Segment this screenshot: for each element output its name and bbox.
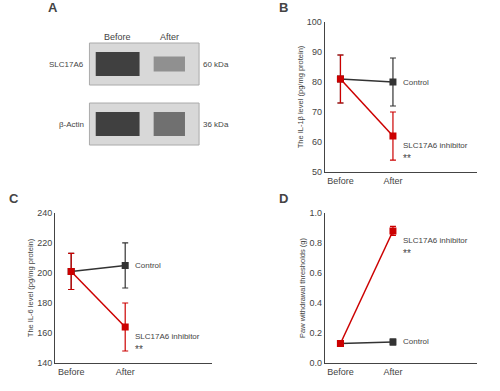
svg-text:0.6: 0.6 <box>309 268 322 278</box>
svg-text:Before: Before <box>327 367 354 377</box>
svg-text:After: After <box>383 367 402 377</box>
svg-text:140: 140 <box>37 358 52 368</box>
svg-text:36 kDa: 36 kDa <box>203 120 229 129</box>
svg-text:After: After <box>116 367 135 377</box>
svg-text:C: C <box>9 191 19 206</box>
svg-text:0.8: 0.8 <box>309 238 322 248</box>
svg-text:70: 70 <box>312 107 322 117</box>
svg-text:0.2: 0.2 <box>309 328 322 338</box>
svg-text:Before: Before <box>104 32 131 42</box>
svg-text:60 kDa: 60 kDa <box>203 60 229 69</box>
svg-text:SLC17A6: SLC17A6 <box>49 60 84 69</box>
svg-text:220: 220 <box>37 238 52 248</box>
svg-text:**: ** <box>135 344 143 355</box>
svg-text:0.0: 0.0 <box>309 358 322 368</box>
svg-text:60: 60 <box>312 137 322 147</box>
svg-text:50: 50 <box>312 167 322 177</box>
svg-text:80: 80 <box>312 77 322 87</box>
svg-text:0.4: 0.4 <box>309 298 322 308</box>
svg-text:Control: Control <box>403 337 429 346</box>
svg-text:B: B <box>279 0 288 15</box>
svg-text:100: 100 <box>307 17 322 27</box>
svg-text:240: 240 <box>37 208 52 218</box>
svg-text:SLC17A6 inhibitor: SLC17A6 inhibitor <box>135 332 200 341</box>
svg-text:Paw withdrawal thresholds (g): Paw withdrawal thresholds (g) <box>298 237 307 338</box>
svg-text:1.0: 1.0 <box>309 208 322 218</box>
svg-text:SLC17A6 inhibitor: SLC17A6 inhibitor <box>403 141 468 150</box>
svg-text:The IL-1β level (pg/mg protein: The IL-1β level (pg/mg protein) <box>296 45 305 148</box>
svg-text:Before: Before <box>58 367 85 377</box>
svg-text:Before: Before <box>327 176 354 186</box>
svg-text:Control: Control <box>135 261 161 270</box>
svg-text:β-Actin: β-Actin <box>59 120 84 129</box>
svg-text:Control: Control <box>403 78 429 87</box>
svg-text:A: A <box>48 0 58 15</box>
svg-text:The IL-6 level (pg/mg protein): The IL-6 level (pg/mg protein) <box>26 238 35 337</box>
svg-text:180: 180 <box>37 298 52 308</box>
svg-text:D: D <box>279 191 288 206</box>
svg-text:SLC17A6 inhibitor: SLC17A6 inhibitor <box>403 236 468 245</box>
svg-text:After: After <box>383 176 402 186</box>
svg-text:160: 160 <box>37 328 52 338</box>
svg-text:200: 200 <box>37 268 52 278</box>
svg-text:After: After <box>160 32 179 42</box>
svg-text:**: ** <box>403 248 411 259</box>
svg-text:90: 90 <box>312 47 322 57</box>
svg-text:**: ** <box>403 153 411 164</box>
